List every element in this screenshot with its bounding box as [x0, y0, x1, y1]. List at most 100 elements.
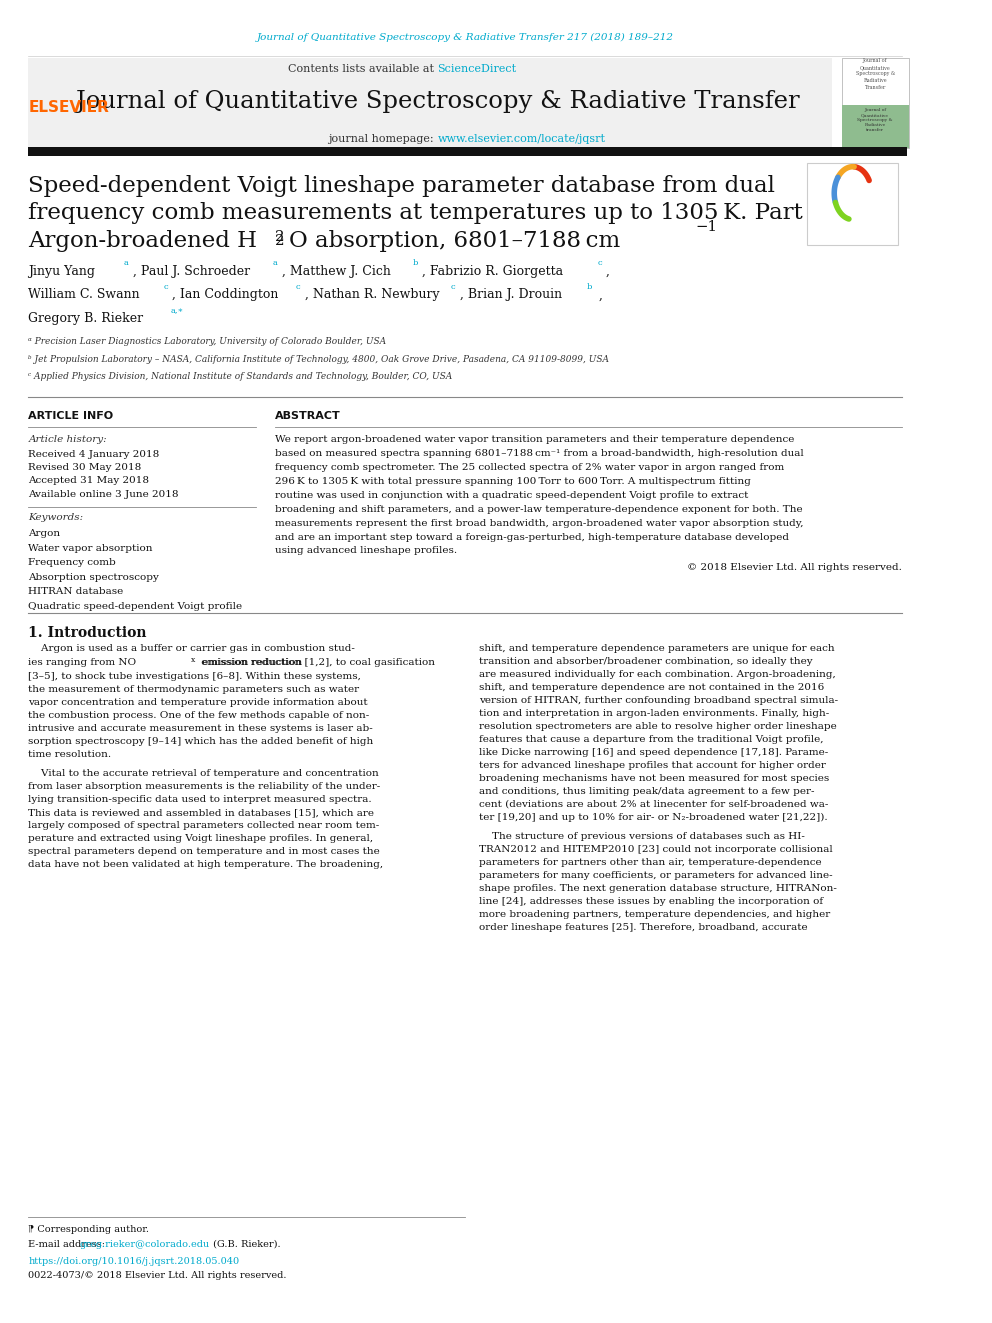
Text: broadening and shift parameters, and a power-law temperature-dependence exponent: broadening and shift parameters, and a p…: [275, 504, 803, 513]
Text: ScienceDirect: ScienceDirect: [437, 64, 517, 74]
Text: b: b: [587, 283, 592, 291]
Text: Revised 30 May 2018: Revised 30 May 2018: [29, 463, 142, 472]
Text: , Nathan R. Newbury: , Nathan R. Newbury: [306, 288, 440, 302]
FancyBboxPatch shape: [807, 163, 899, 245]
Text: 1. Introduction: 1. Introduction: [29, 626, 147, 640]
Text: The structure of previous versions of databases such as HI-: The structure of previous versions of da…: [479, 832, 806, 841]
Text: ,: ,: [605, 265, 609, 278]
Text: vapor concentration and temperature provide information about: vapor concentration and temperature prov…: [29, 699, 368, 706]
Text: E-mail address:: E-mail address:: [29, 1240, 108, 1249]
Text: ters for advanced lineshape profiles that account for higher order: ters for advanced lineshape profiles tha…: [479, 761, 826, 770]
Text: Article history:: Article history:: [29, 435, 107, 445]
Text: This data is reviewed and assembled in databases [15], which are: This data is reviewed and assembled in d…: [29, 808, 374, 818]
Text: journal homepage:: journal homepage:: [328, 134, 437, 144]
Text: ARTICLE INFO: ARTICLE INFO: [29, 411, 113, 422]
Text: ᵅ Precision Laser Diagnostics Laboratory, University of Colorado Boulder, USA: ᵅ Precision Laser Diagnostics Laboratory…: [29, 337, 387, 347]
Text: c: c: [450, 283, 455, 291]
Text: Journal of Quantitative Spectroscopy & Radiative Transfer: Journal of Quantitative Spectroscopy & R…: [75, 90, 800, 112]
Text: Received 4 January 2018: Received 4 January 2018: [29, 450, 160, 459]
Text: (G.B. Rieker).: (G.B. Rieker).: [209, 1240, 281, 1249]
Text: spectral parameters depend on temperature and in most cases the: spectral parameters depend on temperatur…: [29, 847, 380, 856]
Text: www.elsevier.com/locate/jqsrt: www.elsevier.com/locate/jqsrt: [437, 134, 605, 144]
Text: time resolution.: time resolution.: [29, 750, 111, 759]
Text: , Ian Coddington: , Ian Coddington: [173, 288, 279, 302]
Text: b: b: [413, 259, 418, 267]
Text: a: a: [273, 259, 278, 267]
Text: Quadratic speed-dependent Voigt profile: Quadratic speed-dependent Voigt profile: [29, 602, 242, 611]
Text: resolution spectrometers are able to resolve higher order lineshape: resolution spectrometers are able to res…: [479, 722, 837, 732]
Text: , Matthew J. Cich: , Matthew J. Cich: [282, 265, 391, 278]
Text: Check for
updates: Check for updates: [834, 222, 871, 242]
Text: features that cause a departure from the traditional Voigt profile,: features that cause a departure from the…: [479, 736, 823, 744]
Text: c: c: [597, 259, 602, 267]
Text: and are an important step toward a foreign-gas-perturbed, high-temperature datab: and are an important step toward a forei…: [275, 532, 789, 541]
Text: using advanced lineshape profiles.: using advanced lineshape profiles.: [275, 546, 456, 556]
Text: parameters for many coefficients, or parameters for advanced line-: parameters for many coefficients, or par…: [479, 872, 833, 880]
Text: parameters for partners other than air, temperature-dependence: parameters for partners other than air, …: [479, 859, 821, 868]
Text: Journal of
Quantitative
Spectroscopy &
Radiative
Transfer: Journal of Quantitative Spectroscopy & R…: [855, 58, 895, 90]
Text: , Brian J. Drouin: , Brian J. Drouin: [459, 288, 561, 302]
Text: ter [19,20] and up to 10% for air- or N₂-broadened water [21,22]).: ter [19,20] and up to 10% for air- or N₂…: [479, 812, 827, 822]
Text: Jinyu Yang: Jinyu Yang: [29, 265, 95, 278]
Text: data have not been validated at high temperature. The broadening,: data have not been validated at high tem…: [29, 860, 384, 869]
Text: cent (deviations are about 2% at linecenter for self-broadened wa-: cent (deviations are about 2% at linecen…: [479, 800, 828, 808]
Text: ᵇ Jet Propulsion Laboratory – NASA, California Institute of Technology, 4800, Oa: ᵇ Jet Propulsion Laboratory – NASA, Cali…: [29, 355, 609, 364]
Text: O absorption, 6801–7188 cm: O absorption, 6801–7188 cm: [289, 230, 620, 253]
Text: Journal of Quantitative Spectroscopy & Radiative Transfer 217 (2018) 189–212: Journal of Quantitative Spectroscopy & R…: [257, 33, 674, 42]
Text: Frequency comb: Frequency comb: [29, 558, 116, 568]
Text: transition and absorber/broadener combination, so ideally they: transition and absorber/broadener combin…: [479, 658, 812, 667]
Text: frequency comb spectrometer. The 25 collected spectra of 2% water vapor in argon: frequency comb spectrometer. The 25 coll…: [275, 463, 784, 472]
Text: Absorption spectroscopy: Absorption spectroscopy: [29, 573, 160, 582]
Text: emission reduction: emission reduction: [199, 658, 306, 667]
Text: c: c: [296, 283, 301, 291]
Text: We report argon-broadened water vapor transition parameters and their temperatur: We report argon-broadened water vapor tr…: [275, 435, 794, 445]
Text: greg.rieker@colorado.edu: greg.rieker@colorado.edu: [79, 1240, 209, 1249]
Text: intrusive and accurate measurement in these systems is laser ab-: intrusive and accurate measurement in th…: [29, 724, 373, 733]
Text: 0022-4073/© 2018 Elsevier Ltd. All rights reserved.: 0022-4073/© 2018 Elsevier Ltd. All right…: [29, 1271, 287, 1281]
Text: shape profiles. The next generation database structure, HITRANon-: shape profiles. The next generation data…: [479, 884, 837, 893]
Text: Available online 3 June 2018: Available online 3 June 2018: [29, 490, 179, 499]
Text: like Dicke narrowing [16] and speed dependence [17,18]. Parame-: like Dicke narrowing [16] and speed depe…: [479, 747, 828, 757]
Text: ᶜ Applied Physics Division, National Institute of Standards and Technology, Boul: ᶜ Applied Physics Division, National Ins…: [29, 372, 452, 381]
Text: William C. Swann: William C. Swann: [29, 288, 140, 302]
Text: c: c: [163, 283, 168, 291]
Text: 2: 2: [275, 234, 285, 249]
Text: TRAN2012 and HITEMP2010 [23] could not incorporate collisional: TRAN2012 and HITEMP2010 [23] could not i…: [479, 845, 833, 855]
Text: Water vapor absorption: Water vapor absorption: [29, 544, 153, 553]
Text: are measured individually for each combination. Argon-broadening,: are measured individually for each combi…: [479, 671, 836, 679]
Bar: [29, 147, 907, 156]
Text: a: a: [124, 259, 129, 267]
Text: x: x: [191, 656, 195, 664]
Text: sorption spectroscopy [9–14] which has the added benefit of high: sorption spectroscopy [9–14] which has t…: [29, 737, 374, 746]
Text: order lineshape features [25]. Therefore, broadband, accurate: order lineshape features [25]. Therefore…: [479, 923, 807, 933]
FancyBboxPatch shape: [29, 58, 832, 148]
Text: broadening mechanisms have not been measured for most species: broadening mechanisms have not been meas…: [479, 774, 829, 783]
Text: 296 K to 1305 K with total pressure spanning 100 Torr to 600 Torr. A multispectr: 296 K to 1305 K with total pressure span…: [275, 476, 751, 486]
Text: the measurement of thermodynamic parameters such as water: the measurement of thermodynamic paramet…: [29, 685, 359, 695]
Text: © 2018 Elsevier Ltd. All rights reserved.: © 2018 Elsevier Ltd. All rights reserved…: [687, 562, 902, 572]
Text: Argon-broadened H: Argon-broadened H: [29, 230, 257, 253]
Text: Speed-dependent Voigt lineshape parameter database from dual: Speed-dependent Voigt lineshape paramete…: [29, 175, 775, 197]
Text: largely composed of spectral parameters collected near room tem-: largely composed of spectral parameters …: [29, 822, 380, 831]
Text: , Fabrizio R. Giorgetta: , Fabrizio R. Giorgetta: [422, 265, 562, 278]
Text: from laser absorption measurements is the reliability of the under-: from laser absorption measurements is th…: [29, 782, 381, 791]
Text: https://doi.org/10.1016/j.jqsrt.2018.05.040: https://doi.org/10.1016/j.jqsrt.2018.05.…: [29, 1257, 239, 1266]
Text: lying transition-specific data used to interpret measured spectra.: lying transition-specific data used to i…: [29, 795, 372, 804]
Text: measurements represent the first broad bandwidth, argon-broadened water vapor ab: measurements represent the first broad b…: [275, 519, 804, 528]
Text: Argon is used as a buffer or carrier gas in combustion stud-: Argon is used as a buffer or carrier gas…: [29, 644, 355, 654]
Text: Accepted 31 May 2018: Accepted 31 May 2018: [29, 476, 150, 486]
Text: emission reduction [1,2], to coal gasification: emission reduction [1,2], to coal gasifi…: [198, 658, 435, 667]
Text: perature and extracted using Voigt lineshape profiles. In general,: perature and extracted using Voigt lines…: [29, 835, 373, 843]
Text: version of HITRAN, further confounding broadband spectral simula-: version of HITRAN, further confounding b…: [479, 696, 838, 705]
Text: ⁋ Corresponding author.: ⁋ Corresponding author.: [29, 1225, 150, 1234]
Text: more broadening partners, temperature dependencies, and higher: more broadening partners, temperature de…: [479, 910, 830, 919]
Text: Gregory B. Rieker: Gregory B. Rieker: [29, 312, 144, 325]
Text: HITRAN database: HITRAN database: [29, 587, 124, 597]
Text: line [24], addresses these issues by enabling the incorporation of: line [24], addresses these issues by ena…: [479, 897, 823, 906]
Text: based on measured spectra spanning 6801–7188 cm⁻¹ from a broad-bandwidth, high-r: based on measured spectra spanning 6801–…: [275, 448, 804, 458]
Text: a,∗: a,∗: [171, 307, 184, 315]
Text: −1: −1: [695, 220, 718, 234]
Text: ABSTRACT: ABSTRACT: [275, 411, 340, 422]
Text: frequency comb measurements at temperatures up to 1305 K. Part II:: frequency comb measurements at temperatu…: [29, 202, 836, 225]
Text: , Paul J. Schroeder: , Paul J. Schroeder: [133, 265, 251, 278]
